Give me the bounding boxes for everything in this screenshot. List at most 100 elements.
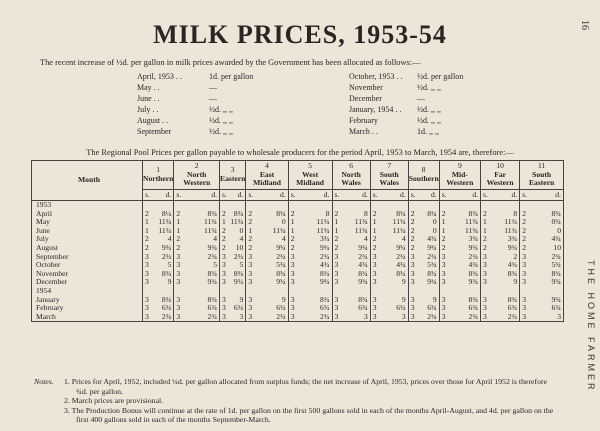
shillings-value: 1	[222, 217, 226, 227]
pence-value: 2	[513, 251, 518, 261]
price-cell: 2 3¾	[480, 235, 521, 244]
shillings-value: 3	[176, 260, 181, 270]
region-name: North Wales	[341, 169, 361, 187]
shillings-value: 3	[176, 294, 181, 304]
region-name: South Eastern	[528, 169, 555, 187]
price-cell: 1 11¾	[245, 226, 289, 236]
empty-cell	[219, 200, 247, 210]
region-number: 8	[421, 165, 426, 175]
pence-value: 9	[239, 294, 244, 304]
shillings-value: 3	[145, 311, 149, 321]
price-cell: 3 9¾	[519, 295, 564, 305]
empty-cell	[245, 200, 289, 210]
increase-month: April, 1953 . .	[137, 71, 182, 81]
pence-value: 9¾	[468, 242, 479, 252]
shillings-value: 2	[522, 242, 527, 252]
shillings-value: 3	[372, 251, 377, 261]
increase-value: ½d. ,, ,,	[417, 104, 441, 114]
region-name: East Midland	[253, 169, 281, 187]
pence-value: 2¾	[233, 251, 244, 261]
year-row: 1953	[31, 200, 564, 210]
price-cell: 2 3¾	[438, 235, 482, 244]
shillings-value: 3	[248, 303, 253, 313]
shillings-value: 2	[222, 242, 226, 252]
price-cell: 3 6¾	[480, 303, 521, 313]
pence-value: 4	[281, 234, 286, 244]
shillings-label: s.	[410, 189, 416, 199]
shillings-value: 3	[522, 277, 527, 287]
shillings-value: 3	[290, 311, 295, 321]
shillings-value: 3	[176, 303, 181, 313]
pence-value: 3	[363, 311, 368, 321]
pence-value: 9¾	[551, 277, 562, 287]
region-number: 7	[387, 161, 392, 170]
shillings-label: s.	[334, 189, 340, 199]
pence-value: 9¾	[358, 277, 368, 287]
pence-value: 9	[281, 294, 286, 304]
shillings-value: 2	[248, 217, 253, 227]
increase-value: —	[209, 93, 217, 103]
shillings-value: 1	[145, 225, 149, 235]
region-header: 4 East Midland	[245, 160, 289, 190]
region-name: North Western	[183, 169, 211, 187]
shillings-value: 2	[290, 242, 295, 252]
shillings-value: 1	[372, 225, 377, 235]
shillings-value: 2	[290, 234, 295, 244]
increase-row: July . . ½d. ,, ,, January, 1954 . . ½d. ,,…	[137, 104, 497, 115]
pence-value: 8¾	[276, 268, 286, 278]
shillings-value: 3	[483, 251, 487, 261]
price-cell: 1 11¾	[219, 217, 247, 227]
increase-value: ½d. ,, ,,	[417, 82, 441, 92]
increase-row: September ½d. ,, ,, March . . 1d. ,, ,,	[137, 126, 497, 137]
month-header: Month	[31, 160, 143, 201]
shillings-value: 3	[483, 268, 487, 278]
increase-value: ½d. per gallon	[417, 71, 464, 81]
shillings-value: 3	[222, 294, 226, 304]
pence-value: 9¾	[320, 277, 330, 287]
shillings-value: 3	[410, 268, 415, 278]
shillings-value: 3	[522, 303, 527, 313]
pence-label: d.	[472, 189, 479, 199]
pence-value: 9	[167, 277, 172, 287]
pence-value: 8¾	[551, 208, 562, 218]
shillings-value: 3	[176, 251, 181, 261]
pence-value: 2¾	[427, 311, 437, 321]
empty-cell	[141, 286, 175, 296]
pence-value: 9¾	[396, 242, 406, 252]
table-row: April 2 8¼ 2 8¾ 2 8¾ 2 8¾ 2 8 2 8 2 8¾ 2 8¾ 2 8¾ 2 8 2 8¾	[31, 208, 564, 219]
shillings-value: 3	[248, 277, 253, 287]
shillings-value: 3	[145, 268, 149, 278]
price-cell: 3 4¾	[331, 261, 371, 270]
empty-cell	[331, 200, 371, 210]
pence-value: 8¾	[396, 208, 406, 218]
pence-value: 2¾	[320, 251, 330, 261]
pence-value: 6¾	[161, 303, 172, 313]
pence-value: 6¾	[507, 303, 518, 313]
pence-value: 8¾	[468, 268, 479, 278]
pence-value: 8¾	[468, 294, 479, 304]
region-header: 2 North Western	[173, 160, 221, 190]
pence-value: 4¾	[551, 234, 562, 244]
shillings-value: 3	[145, 277, 149, 287]
shillings-value: 2	[410, 242, 415, 252]
increase-value: —	[209, 82, 217, 92]
increase-month: September	[137, 126, 172, 136]
price-cell: 3 6¾	[438, 304, 482, 313]
shillings-label: s.	[222, 189, 227, 199]
shillings-value: 1	[441, 225, 446, 235]
pence-value: 9¾	[276, 277, 286, 287]
pence-value: 8	[325, 208, 330, 218]
pence-value: 9¾	[233, 277, 244, 287]
shillings-value: 3	[522, 260, 527, 270]
price-cell: 2 0¾	[519, 218, 564, 227]
shillings-value: 2	[410, 208, 415, 218]
price-cell: 3 2¾	[245, 252, 289, 262]
sd-header: s. d.	[407, 188, 440, 201]
region-header: 8 Southern	[407, 160, 440, 190]
pence-value: 9¾	[427, 242, 437, 252]
shillings-value: 3	[222, 311, 226, 321]
